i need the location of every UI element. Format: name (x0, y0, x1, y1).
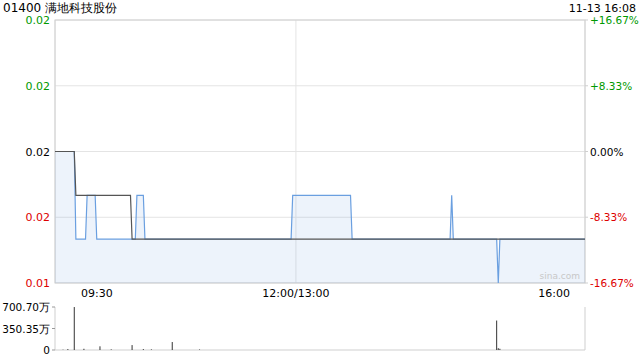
y2-tick-label: +8.33% (590, 80, 632, 92)
y-tick (52, 328, 55, 329)
price-area (55, 152, 585, 284)
x-tick-label: 12:00/13:00 (262, 287, 329, 300)
volume-bar (74, 307, 75, 350)
y2-tick (585, 283, 588, 284)
volume-bar (132, 345, 133, 350)
plot-frame (55, 20, 585, 283)
y-tick-label: 0.01 (26, 277, 51, 290)
x-tick-label: 16:00 (538, 287, 570, 300)
price-marks (55, 152, 585, 284)
y2-tick-label: 0.00% (590, 146, 623, 158)
volume-bar (172, 342, 173, 350)
watermark: sina.com (540, 271, 581, 281)
y2-tick (585, 85, 588, 86)
y-tick-label: 0.02 (26, 146, 51, 159)
volume-bar (99, 346, 100, 350)
volume-bar (63, 349, 64, 350)
volume-tick-label: 700.70万 (2, 301, 50, 313)
volume-bar (151, 349, 152, 350)
volume-tick-label: 350.35万 (2, 323, 50, 335)
volume-bar (499, 349, 500, 350)
chart: 01400 满地科技股份11-13 16:080.010.020.020.020… (0, 0, 640, 360)
y-tick (52, 350, 55, 351)
volume-bar (496, 321, 497, 350)
volume-bar (143, 349, 144, 350)
volume-axis (585, 307, 586, 350)
y2-tick (585, 151, 588, 152)
volume-bar (111, 349, 112, 350)
price-line (55, 152, 585, 284)
y-tick-label: 0.02 (26, 211, 51, 224)
y-tick-label: 0.02 (26, 14, 51, 27)
x-tick-label: 09:30 (81, 287, 113, 300)
y-tick-label: 0.02 (26, 80, 51, 93)
volume-bar (67, 349, 68, 350)
y2-tick-label: -8.33% (590, 211, 627, 223)
grid-line (55, 85, 585, 86)
title: 01400 满地科技股份 (3, 1, 117, 15)
volume-tick-label: 0 (43, 344, 50, 356)
average-line (55, 152, 585, 240)
volume-bar (498, 348, 499, 350)
volume-axis (55, 350, 585, 351)
y2-tick (585, 217, 588, 218)
y-tick (52, 307, 55, 308)
volume-bar (83, 349, 84, 350)
volume-bars (63, 307, 500, 350)
y2-tick-label: +16.67% (590, 14, 639, 26)
volume-bar (199, 349, 200, 350)
y2-tick (585, 20, 588, 21)
grid-line (55, 151, 585, 152)
y2-tick-label: -16.67% (590, 277, 634, 289)
